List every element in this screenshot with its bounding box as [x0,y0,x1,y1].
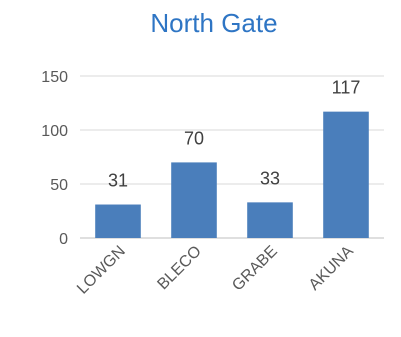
bar-bleco [171,162,217,238]
bars [95,111,369,238]
data-label-bleco: 70 [184,128,204,148]
y-tick-label: 100 [41,123,68,140]
data-labels: 31 70 33 117 [108,78,360,191]
data-label-akuna: 117 [332,78,361,98]
x-category-akuna: AKUNA [306,243,357,294]
data-label-grabe: 33 [260,168,280,188]
y-tick-label: 50 [50,177,68,194]
x-category-bleco: BLECO [154,243,204,293]
bar-akuna [323,111,369,238]
y-axis-ticks: 0 50 100 150 [41,69,68,248]
x-axis-categories: LOWGN BLECO GRABE AKUNA [74,243,357,298]
bar-grabe [247,202,293,238]
y-tick-label: 150 [41,69,68,86]
bar-lowgn [95,204,141,238]
chart-title: North Gate [150,8,277,38]
y-tick-label: 0 [59,231,68,248]
x-category-grabe: GRABE [229,243,281,295]
data-label-lowgn: 31 [108,171,128,191]
x-category-lowgn: LOWGN [74,243,129,298]
